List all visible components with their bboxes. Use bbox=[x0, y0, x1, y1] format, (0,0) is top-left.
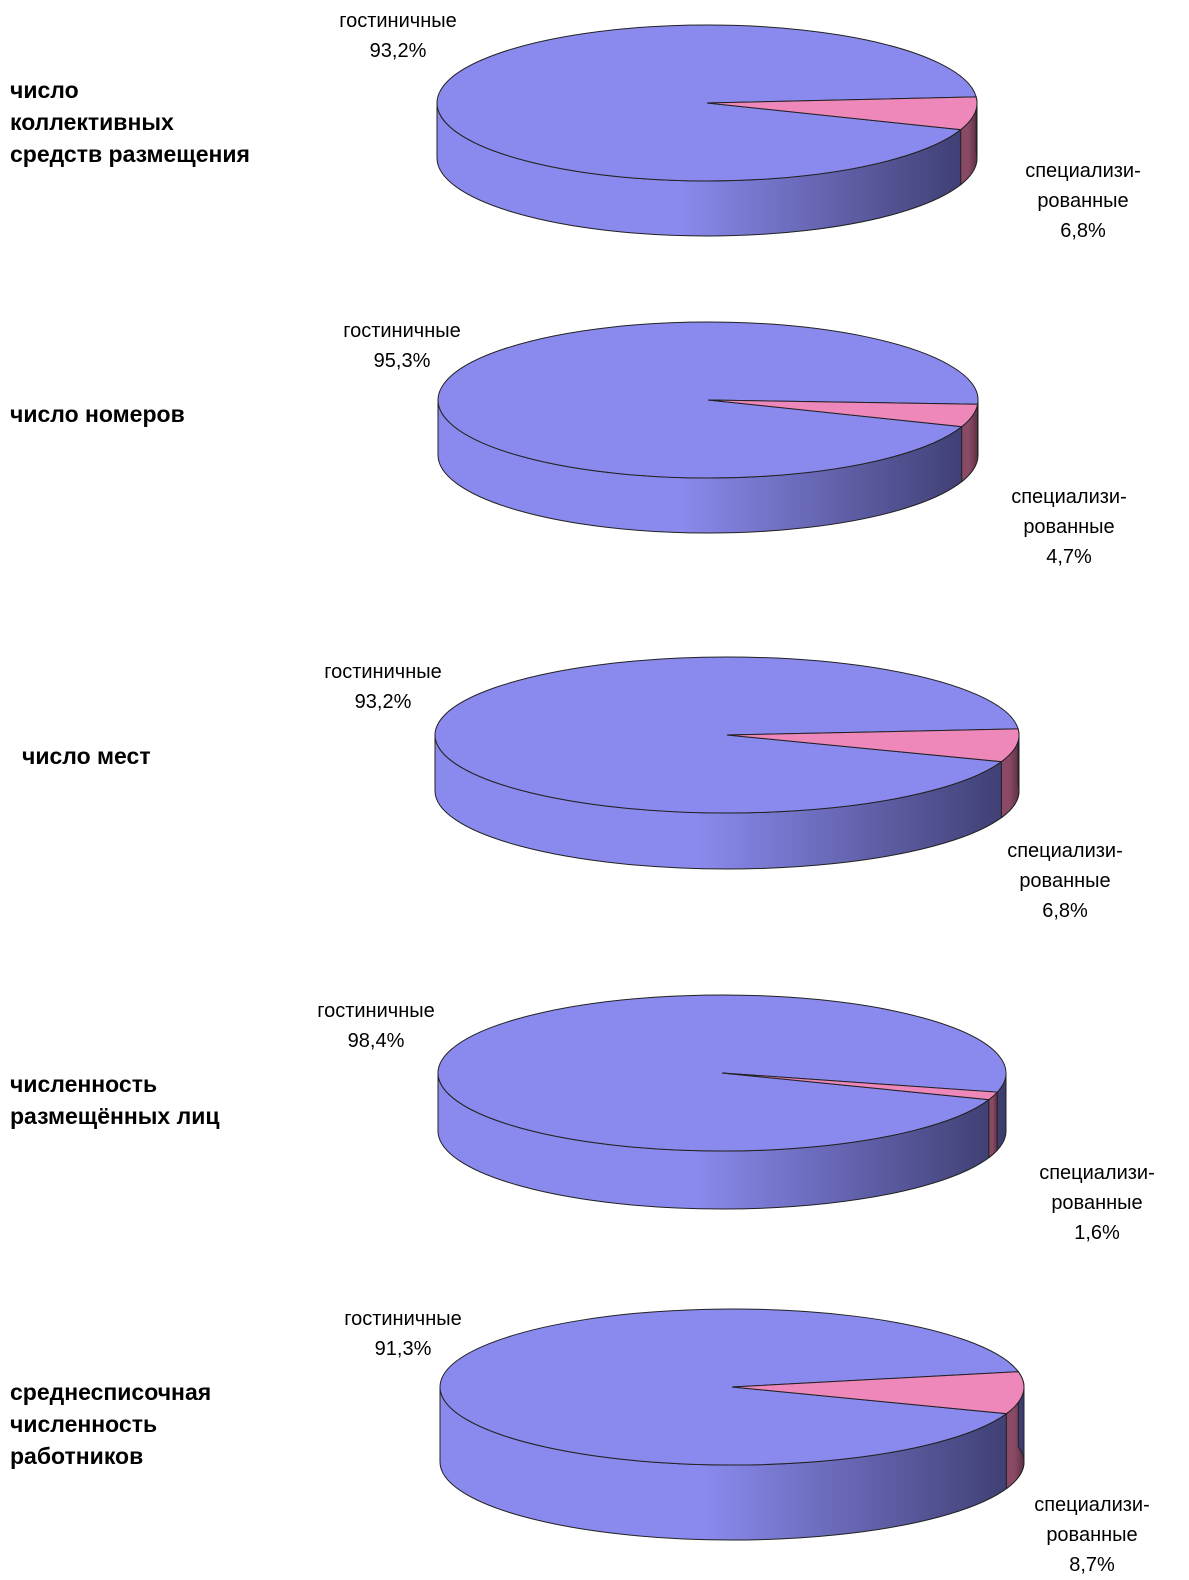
label-hotel-4: гостиничные 98,4% bbox=[296, 996, 456, 1056]
label-hotel-value-4: 98,4% bbox=[347, 1030, 405, 1052]
pie-row-5: среднесписочная численность работников г… bbox=[0, 1264, 1189, 1580]
chart-title-1: число коллективных средств размещения bbox=[10, 77, 250, 167]
label-spec-name2-4: рованные bbox=[1051, 1192, 1143, 1214]
chart-title-2: число номеров bbox=[10, 401, 185, 427]
pie-slice-hotel bbox=[434, 656, 1019, 814]
label-spec-name-4: специализи- bbox=[1039, 1162, 1155, 1184]
pie-slice-hotel bbox=[436, 24, 977, 182]
label-spec-name2-1: рованные bbox=[1037, 190, 1129, 212]
label-spec-name-5: специализи- bbox=[1034, 1494, 1150, 1516]
label-hotel-name-3: гостиничные bbox=[324, 661, 442, 683]
label-spec-name2-3: рованные bbox=[1019, 870, 1111, 892]
pie-slice-specialized bbox=[721, 1072, 999, 1101]
pie-row-2: число номеров гостиничные 95,3% специали… bbox=[0, 316, 1189, 632]
pie-slice-specialized bbox=[731, 1371, 1025, 1415]
pie-chart-5 bbox=[439, 1308, 1025, 1541]
label-hotel-1: гостиничные 93,2% bbox=[318, 6, 478, 66]
label-spec-1: специализи- рованные 6,8% bbox=[1008, 156, 1158, 246]
label-spec-3: специализи- рованные 6,8% bbox=[990, 836, 1140, 926]
label-spec-name-3: специализи- bbox=[1007, 840, 1123, 862]
pie-side-specialized bbox=[988, 1090, 998, 1159]
chart-title-3: число мест bbox=[22, 743, 151, 769]
pie-chart-2 bbox=[437, 321, 979, 534]
pie-row-1: число коллективных средств размещения го… bbox=[0, 0, 1189, 316]
label-hotel-5: гостиничные 91,3% bbox=[323, 1304, 483, 1364]
chart-title-5: среднесписочная численность работников bbox=[10, 1379, 212, 1469]
pie-chart-1 bbox=[436, 24, 978, 237]
label-hotel-value-2: 95,3% bbox=[373, 350, 431, 372]
pie-chart-3 bbox=[434, 656, 1020, 870]
pie-slice-hotel bbox=[439, 1308, 1020, 1466]
label-hotel-value-3: 93,2% bbox=[354, 691, 412, 713]
label-spec-value-2: 4,7% bbox=[1046, 546, 1092, 568]
chart-title-4: численность размещённых лиц bbox=[10, 1071, 220, 1129]
label-hotel-name-5: гостиничные bbox=[344, 1308, 462, 1330]
pie-slice-specialized bbox=[707, 399, 979, 428]
label-hotel-value-5: 91,3% bbox=[374, 1338, 432, 1360]
label-spec-name2-5: рованные bbox=[1046, 1524, 1138, 1546]
pie-slice-specialized bbox=[726, 728, 1020, 763]
label-spec-2: специализи- рованные 4,7% bbox=[994, 482, 1144, 572]
pie-slice-specialized bbox=[706, 96, 978, 131]
label-hotel-name-2: гостиничные bbox=[343, 320, 461, 342]
label-spec-value-3: 6,8% bbox=[1042, 900, 1088, 922]
label-spec-name-1: специализи- bbox=[1025, 160, 1141, 182]
label-hotel-value-1: 93,2% bbox=[369, 40, 427, 62]
label-hotel-2: гостиничные 95,3% bbox=[322, 316, 482, 376]
pie-chart-4 bbox=[437, 994, 1007, 1210]
label-spec-5: специализи- рованные 8,7% bbox=[1017, 1490, 1167, 1580]
label-spec-value-1: 6,8% bbox=[1060, 220, 1106, 242]
label-spec-name2-2: рованные bbox=[1023, 516, 1115, 538]
label-hotel-3: гостиничные 93,2% bbox=[303, 657, 463, 717]
label-spec-4: специализи- рованные 1,6% bbox=[1022, 1158, 1172, 1248]
pie-row-3: число мест гостиничные 93,2% специализи-… bbox=[0, 632, 1189, 948]
label-spec-value-5: 8,7% bbox=[1069, 1554, 1115, 1576]
label-hotel-name-4: гостиничные bbox=[317, 1000, 435, 1022]
label-spec-value-4: 1,6% bbox=[1074, 1222, 1120, 1244]
pie-row-4: численность размещённых лиц гостиничные … bbox=[0, 948, 1189, 1264]
label-spec-name-2: специализи- bbox=[1011, 486, 1127, 508]
label-hotel-name-1: гостиничные bbox=[339, 10, 457, 32]
